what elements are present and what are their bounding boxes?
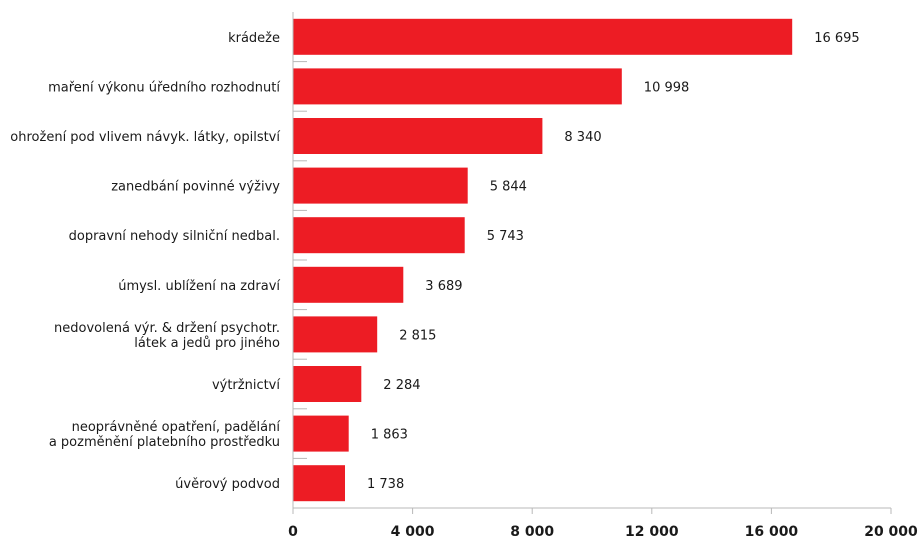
category-label-7: výtržnictví [212,378,280,393]
bar-1 [293,68,622,105]
value-label-6: 2 815 [399,328,436,343]
category-label-line: výtržnictví [212,378,280,393]
category-label-6: nedovolená výr. & držení psychotr. látek … [54,321,280,351]
category-labels-group: krádeže maření výkonu úředního rozhodnutí… [10,31,280,492]
category-label-2: ohrožení pod vlivem návyk. látky, opilst… [10,130,280,145]
category-label-line: úvěrový podvod [175,477,280,492]
category-label-3: zanedbání povinné výživy [111,180,280,195]
category-label-line: látek a jedů pro jiného [134,336,280,351]
category-label-4: dopravní nehody silniční nedbal. [69,229,280,244]
bar-3 [293,167,468,204]
bar-8 [293,415,349,452]
category-label-line: krádeže [228,31,280,46]
category-label-5: úmysl. ublížení na zdraví [118,279,280,294]
category-label-line: úmysl. ublížení na zdraví [118,279,280,294]
category-label-line: a pozměnění platebního prostředku [49,435,280,450]
x-tick-label-3: 12 000 [625,524,679,540]
category-label-line: neoprávněné opatření, padělání [72,420,281,435]
bar-4 [293,217,465,254]
value-label-2: 8 340 [564,130,601,145]
x-tick-label-1: 4 000 [391,524,435,540]
value-label-7: 2 284 [383,378,420,393]
value-label-1: 10 998 [644,80,690,95]
value-label-4: 5 743 [487,229,524,244]
x-tick-label-4: 16 000 [745,524,799,540]
x-tick-label-0: 0 [288,524,298,540]
value-label-9: 1 738 [367,477,404,492]
value-label-3: 5 844 [490,180,527,195]
bar-0 [293,18,793,55]
category-label-line: zanedbání povinné výživy [111,180,280,195]
category-label-9: úvěrový podvod [175,477,280,492]
bar-2 [293,118,543,154]
value-label-5: 3 689 [425,279,462,294]
value-label-8: 1 863 [371,428,408,443]
category-label-1: maření výkonu úředního rozhodnutí [48,80,280,95]
bars-group [293,18,793,502]
category-label-line: ohrožení pod vlivem návyk. látky, opilst… [10,130,280,145]
category-label-line: nedovolená výr. & držení psychotr. [54,321,280,336]
category-label-8: neoprávněné opatření, padělání a pozměněn… [49,420,281,450]
bar-6 [293,316,378,353]
bar-9 [293,465,345,502]
value-labels-group: 16 695 10 998 8 340 5 844 5 743 3 689 2 815 2 2… [367,31,860,492]
axis-group: 0 4 000 8 000 12 000 16 000 20 000 [288,12,918,540]
x-tick-label-2: 8 000 [510,524,554,540]
category-label-0: krádeže [228,31,280,46]
bar-7 [293,366,362,402]
category-label-line: maření výkonu úředního rozhodnutí [48,80,280,95]
category-label-line: dopravní nehody silniční nedbal. [69,229,280,244]
value-label-0: 16 695 [814,31,860,46]
x-tick-label-5: 20 000 [864,524,918,540]
bar-5 [293,266,404,303]
